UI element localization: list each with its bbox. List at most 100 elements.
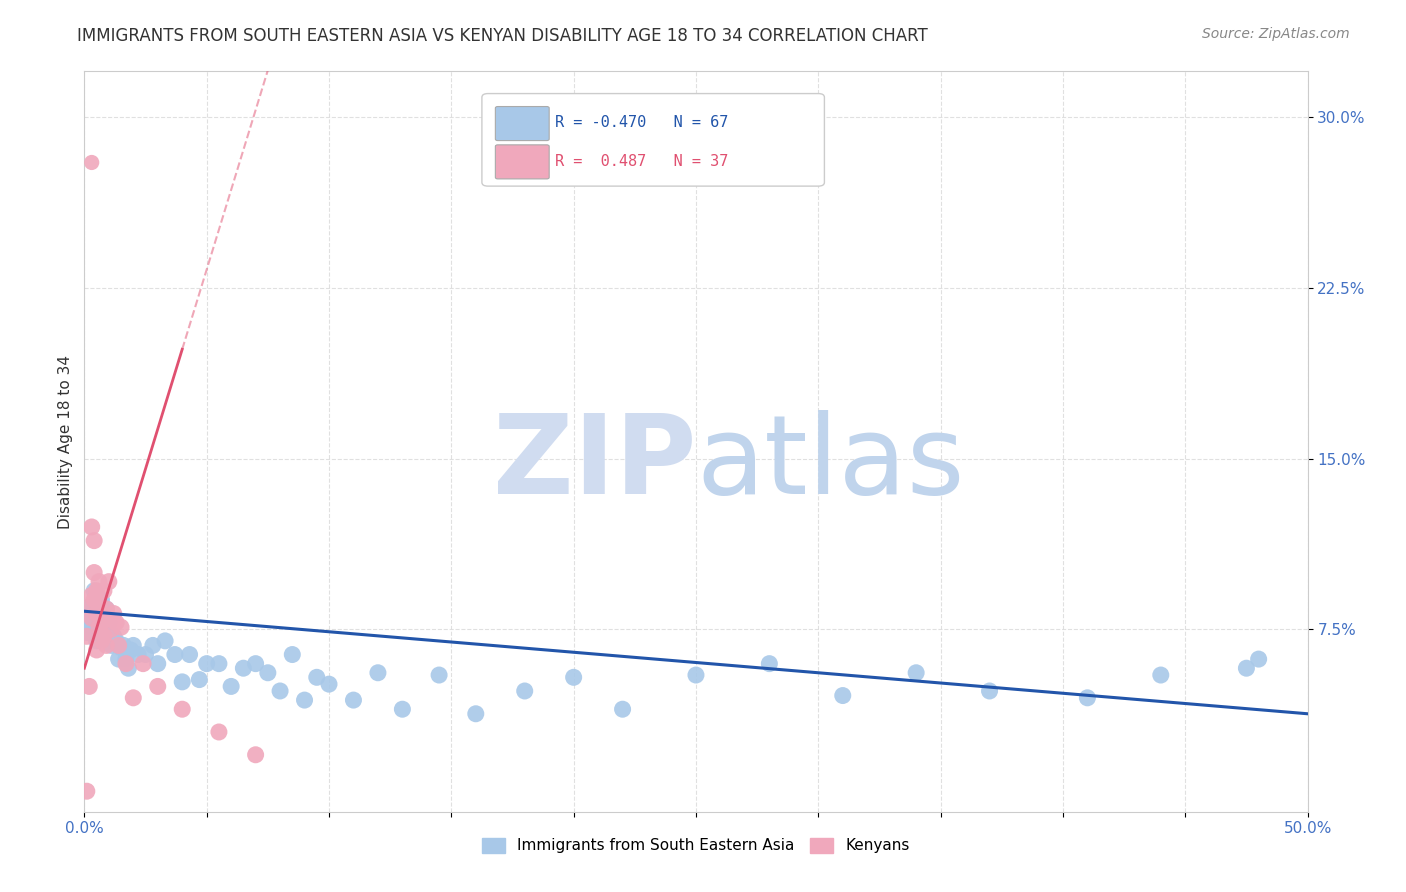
Point — [86, 643, 108, 657]
Point — [77, 613, 100, 627]
FancyBboxPatch shape — [495, 106, 550, 141]
Point — [132, 657, 155, 671]
Point — [172, 702, 194, 716]
Point — [96, 602, 118, 616]
Point — [77, 613, 100, 627]
Point — [294, 693, 316, 707]
Point — [110, 640, 132, 655]
Point — [208, 725, 231, 739]
Point — [464, 706, 486, 721]
Point — [93, 623, 115, 637]
Text: R =  0.487   N = 37: R = 0.487 N = 37 — [555, 153, 728, 169]
Point — [90, 607, 112, 621]
Point — [93, 604, 115, 618]
Point — [208, 657, 231, 671]
Point — [685, 668, 707, 682]
Point — [76, 607, 98, 621]
Point — [90, 620, 112, 634]
Point — [562, 670, 585, 684]
Point — [219, 680, 242, 694]
Point — [232, 661, 254, 675]
Point — [1236, 661, 1258, 675]
Point — [146, 657, 169, 671]
Point — [80, 520, 103, 534]
Point — [87, 620, 110, 634]
Point — [305, 670, 328, 684]
Point — [831, 689, 853, 703]
Point — [122, 690, 145, 705]
Point — [367, 665, 389, 680]
Point — [86, 607, 108, 621]
Point — [612, 702, 634, 716]
Point — [153, 633, 176, 648]
Point — [245, 657, 267, 671]
Legend: Immigrants from South Eastern Asia, Kenyans: Immigrants from South Eastern Asia, Keny… — [477, 831, 915, 860]
Point — [90, 611, 112, 625]
Point — [105, 615, 128, 630]
Point — [142, 639, 165, 653]
Point — [100, 623, 122, 637]
Point — [87, 574, 110, 589]
Text: atlas: atlas — [696, 410, 965, 517]
Point — [97, 624, 120, 639]
Point — [93, 629, 115, 643]
Point — [257, 665, 280, 680]
Point — [127, 648, 149, 662]
Point — [115, 657, 138, 671]
Point — [80, 620, 103, 634]
FancyBboxPatch shape — [482, 94, 824, 186]
Point — [117, 661, 139, 675]
Point — [188, 673, 211, 687]
Point — [86, 633, 108, 648]
Point — [163, 648, 186, 662]
Point — [1247, 652, 1270, 666]
Point — [96, 639, 118, 653]
Point — [76, 784, 98, 798]
Point — [115, 652, 138, 666]
Point — [87, 598, 110, 612]
Point — [905, 665, 928, 680]
Point — [87, 598, 110, 612]
Point — [107, 639, 129, 653]
Point — [105, 633, 128, 648]
Text: R = -0.470   N = 67: R = -0.470 N = 67 — [555, 115, 728, 130]
Point — [110, 620, 132, 634]
Point — [195, 657, 218, 671]
Point — [97, 611, 120, 625]
Point — [86, 583, 108, 598]
Point — [179, 648, 201, 662]
Point — [96, 602, 118, 616]
Point — [172, 674, 194, 689]
Point — [93, 583, 115, 598]
Point — [122, 639, 145, 653]
Point — [318, 677, 340, 691]
Point — [120, 643, 142, 657]
Point — [80, 155, 103, 169]
Point — [979, 684, 1001, 698]
Text: ZIP: ZIP — [492, 410, 696, 517]
Point — [93, 615, 115, 630]
Point — [80, 588, 103, 602]
Point — [146, 680, 169, 694]
Point — [80, 611, 103, 625]
Point — [97, 615, 120, 630]
Point — [96, 629, 118, 643]
Y-axis label: Disability Age 18 to 34: Disability Age 18 to 34 — [58, 354, 73, 529]
FancyBboxPatch shape — [495, 145, 550, 179]
Point — [90, 615, 112, 630]
Point — [76, 629, 98, 643]
Point — [90, 592, 112, 607]
Point — [77, 680, 100, 694]
Point — [87, 624, 110, 639]
Point — [100, 639, 122, 653]
Point — [427, 668, 450, 682]
Point — [269, 684, 291, 698]
Point — [513, 684, 536, 698]
Point — [1076, 690, 1098, 705]
Point — [83, 583, 105, 598]
Point — [97, 574, 120, 589]
Point — [281, 648, 304, 662]
Point — [1150, 668, 1173, 682]
Point — [83, 566, 105, 580]
Point — [83, 592, 105, 607]
